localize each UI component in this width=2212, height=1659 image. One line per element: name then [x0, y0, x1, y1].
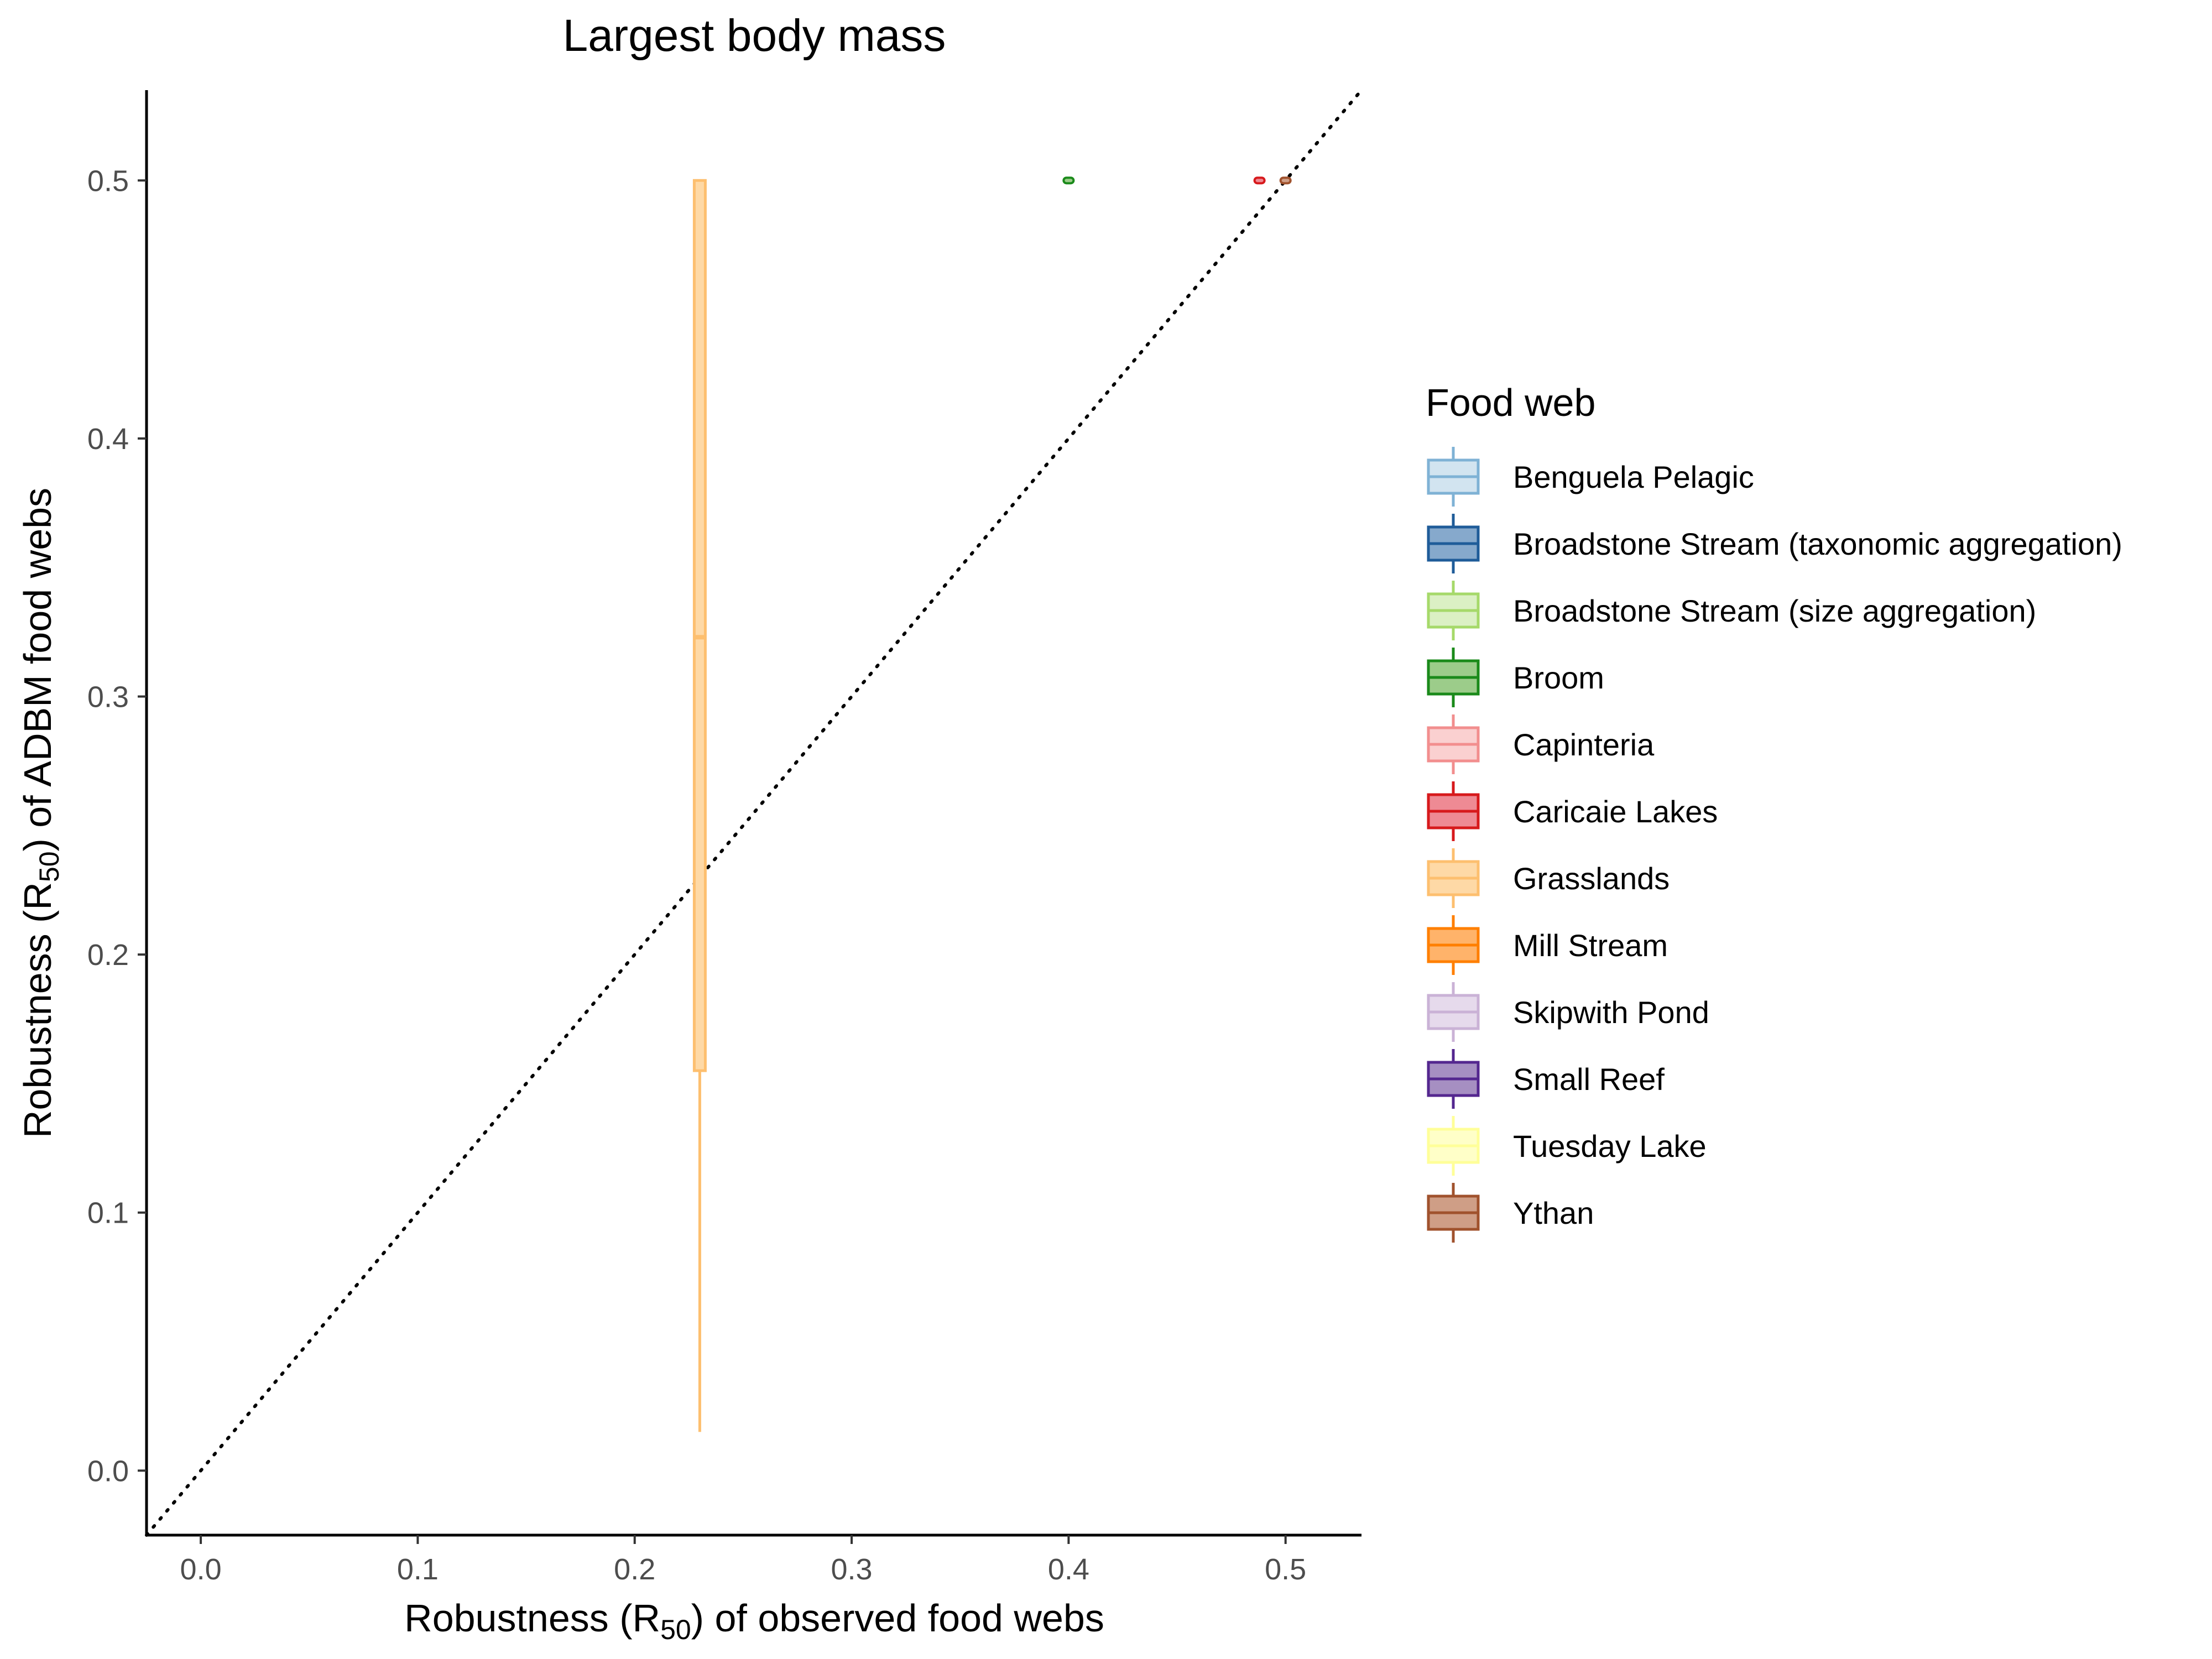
legend-label: Skipwith Pond: [1513, 995, 1709, 1030]
legend-item: Skipwith Pond: [1427, 982, 1709, 1042]
x-tick-label: 0.2: [614, 1553, 655, 1586]
legend-label: Broadstone Stream (size aggregation): [1513, 593, 2036, 628]
x-tick-label: 0.1: [397, 1553, 439, 1586]
box-body: [692, 179, 707, 1072]
y-tick-label: 0.0: [87, 1454, 129, 1488]
box-ythan: [1279, 176, 1292, 185]
x-axis: 0.0 0.1 0.2 0.3 0.4 0.5: [147, 1533, 1361, 1586]
legend-item: Small Reef: [1427, 1049, 1665, 1109]
legend-item: Mill Stream: [1427, 915, 1668, 975]
box-grasslands: [692, 179, 707, 1432]
x-tick-label: 0.3: [831, 1553, 873, 1586]
legend-label: Broadstone Stream (taxonomic aggregation…: [1513, 526, 2122, 561]
legend-label: Caricaie Lakes: [1513, 794, 1718, 829]
y-tick-label: 0.3: [87, 681, 129, 714]
box-caricaie-lakes: [1253, 176, 1266, 185]
legend-item: Caricaie Lakes: [1427, 781, 1718, 841]
y-tick-label: 0.1: [87, 1197, 129, 1230]
plot-area: [145, 88, 1363, 1537]
box-point: [1279, 176, 1292, 185]
legend-item: Broadstone Stream (taxonomic aggregation…: [1427, 514, 2122, 573]
y-tick-label: 0.4: [87, 422, 129, 456]
y-axis: 0.0 0.1 0.2 0.3 0.4 0.5: [87, 90, 148, 1535]
x-tick-label: 0.4: [1048, 1553, 1089, 1586]
x-ticks: 0.0 0.1 0.2 0.3 0.4 0.5: [180, 1535, 1306, 1586]
y-ticks: 0.0 0.1 0.2 0.3 0.4 0.5: [87, 164, 147, 1488]
box-point: [1062, 176, 1075, 185]
x-axis-label: Robustness (R50) of observed food webs: [404, 1597, 1104, 1645]
legend-label: Grasslands: [1513, 861, 1670, 896]
legend-label: Broom: [1513, 660, 1604, 695]
legend-item: Benguela Pelagic: [1427, 447, 1754, 507]
legend-item: Broom: [1427, 648, 1604, 707]
legend-label: Small Reef: [1513, 1062, 1665, 1097]
legend-title: Food web: [1426, 381, 1595, 424]
legend-label: Mill Stream: [1513, 928, 1668, 963]
legend-items: Benguela Pelagic Broadstone Stream (taxon…: [1427, 447, 2122, 1243]
legend-item: Capinteria: [1427, 714, 1655, 774]
reference-line: [145, 88, 1363, 1537]
legend: Food web Benguela Pelagic Broadstone Stre…: [1426, 381, 2122, 1243]
y-tick-label: 0.2: [87, 938, 129, 972]
legend-label: Tuesday Lake: [1513, 1129, 1707, 1164]
legend-item: Tuesday Lake: [1427, 1116, 1707, 1176]
y-tick-label: 0.5: [87, 164, 129, 197]
y-axis-label: Robustness (R50) of ADBM food webs: [16, 488, 65, 1138]
x-tick-label: 0.0: [180, 1553, 222, 1586]
chart-title: Largest body mass: [563, 11, 946, 61]
legend-item: Grasslands: [1427, 848, 1670, 908]
legend-item: Ythan: [1427, 1183, 1594, 1243]
y-axis-label-subscript: 50: [34, 851, 65, 882]
legend-label: Ythan: [1513, 1196, 1594, 1230]
boxes-layer: [692, 176, 1292, 1432]
legend-label: Benguela Pelagic: [1513, 460, 1754, 494]
legend-item: Broadstone Stream (size aggregation): [1427, 581, 2036, 640]
legend-label: Capinteria: [1513, 727, 1655, 762]
x-axis-label-subscript: 50: [660, 1614, 691, 1645]
box-point: [1253, 176, 1266, 185]
x-tick-label: 0.5: [1265, 1553, 1306, 1586]
box-broom: [1062, 176, 1075, 185]
